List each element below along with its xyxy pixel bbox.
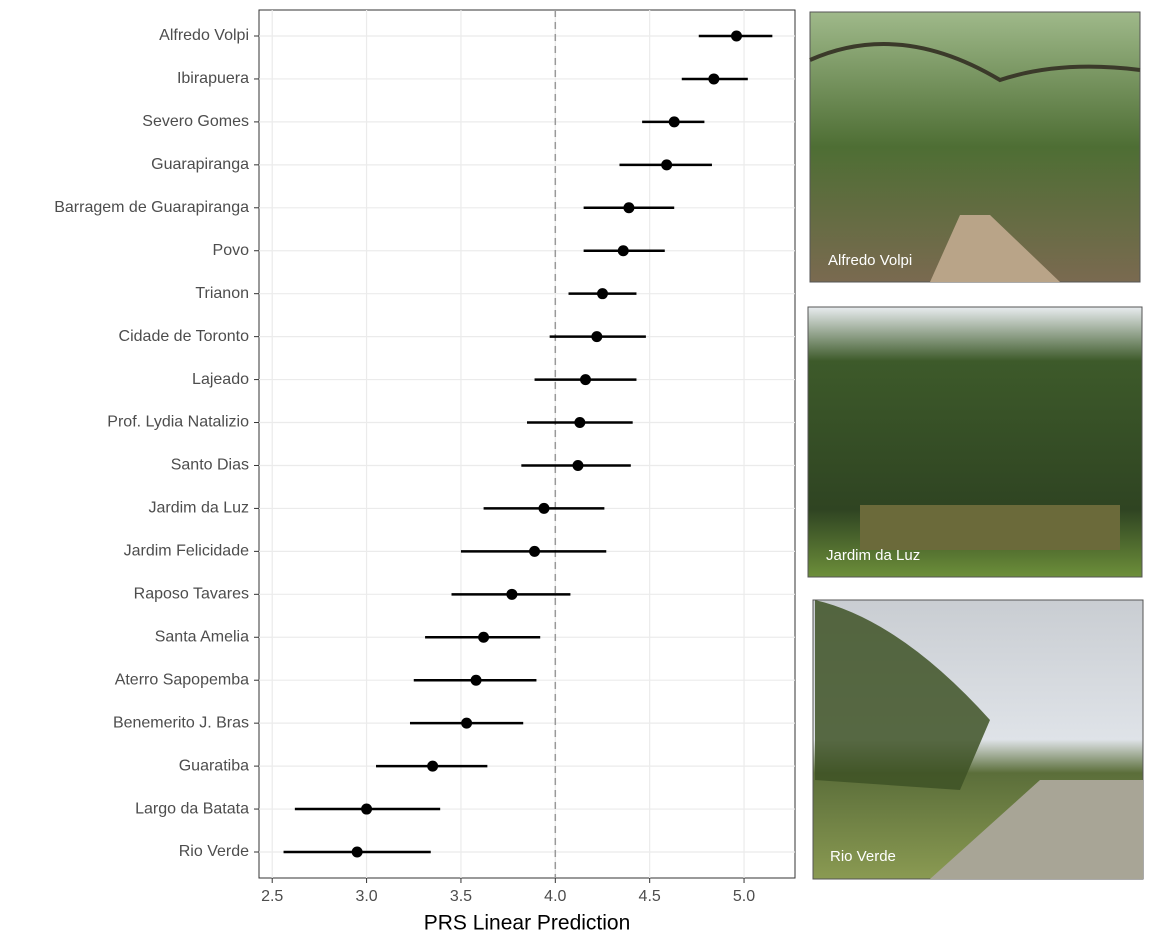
plot-panel: [259, 10, 795, 878]
y-tick-label: Benemerito J. Bras: [113, 714, 249, 731]
point: [427, 761, 438, 772]
photo: Rio Verde: [813, 600, 1143, 879]
x-tick-label: 2.5: [261, 888, 283, 905]
point: [618, 245, 629, 256]
y-tick-label: Aterro Sapopemba: [115, 671, 249, 688]
photo: Jardim da Luz: [808, 307, 1142, 577]
point: [623, 202, 634, 213]
y-tick-label: Jardim da Luz: [149, 500, 250, 517]
x-tick-label: 3.0: [355, 888, 377, 905]
point: [731, 31, 742, 42]
x-axis-title: PRS Linear Prediction: [424, 912, 631, 935]
y-tick-label: Largo da Batata: [135, 800, 249, 817]
point: [352, 847, 363, 858]
point: [461, 718, 472, 729]
point: [661, 159, 672, 170]
point: [529, 546, 540, 557]
y-tick-label: Prof. Lydia Natalizio: [107, 414, 249, 431]
y-tick-label: Guaratiba: [179, 757, 249, 774]
page: {"chart_data": {"type": "errorbar", "x_l…: [0, 0, 1149, 936]
y-tick-label: Alfredo Volpi: [159, 27, 249, 44]
point: [597, 288, 608, 299]
photo-caption: Rio Verde: [830, 848, 896, 865]
y-tick-label: Santa Amelia: [155, 628, 249, 645]
y-tick-label: Santo Dias: [171, 457, 249, 474]
y-tick-label: Guarapiranga: [151, 156, 249, 173]
photo-caption: Alfredo Volpi: [828, 252, 912, 269]
photo: Alfredo Volpi: [810, 12, 1140, 282]
photo-caption: Jardim da Luz: [826, 547, 920, 564]
point: [574, 417, 585, 428]
y-tick-label: Jardim Felicidade: [124, 543, 249, 560]
point: [580, 374, 591, 385]
y-tick-label: Ibirapuera: [177, 70, 249, 87]
figure: 2.5 3.0 3.5 4.0 4.5 5.0 Alfredo Volpi Ibirapuer…: [0, 0, 1149, 936]
x-tick-label: 4.5: [639, 888, 661, 905]
y-tick-label: Povo: [213, 242, 250, 259]
point: [478, 632, 489, 643]
x-tick-label: 4.0: [544, 888, 566, 905]
point: [538, 503, 549, 514]
point: [506, 589, 517, 600]
point: [708, 73, 719, 84]
y-tick-label: Cidade de Toronto: [119, 328, 250, 345]
point: [361, 804, 372, 815]
y-tick-label: Lajeado: [192, 371, 249, 388]
y-tick-label: Raposo Tavares: [134, 586, 249, 603]
point: [471, 675, 482, 686]
y-tick-label: Severo Gomes: [142, 113, 249, 130]
point: [572, 460, 583, 471]
y-tick-label: Trianon: [195, 285, 249, 302]
x-tick-label: 3.5: [450, 888, 472, 905]
point: [669, 116, 680, 127]
x-tick-label: 5.0: [733, 888, 755, 905]
pond: [860, 505, 1120, 550]
y-tick-label: Rio Verde: [179, 843, 249, 860]
y-tick-label: Barragem de Guarapiranga: [54, 199, 249, 216]
point: [591, 331, 602, 342]
